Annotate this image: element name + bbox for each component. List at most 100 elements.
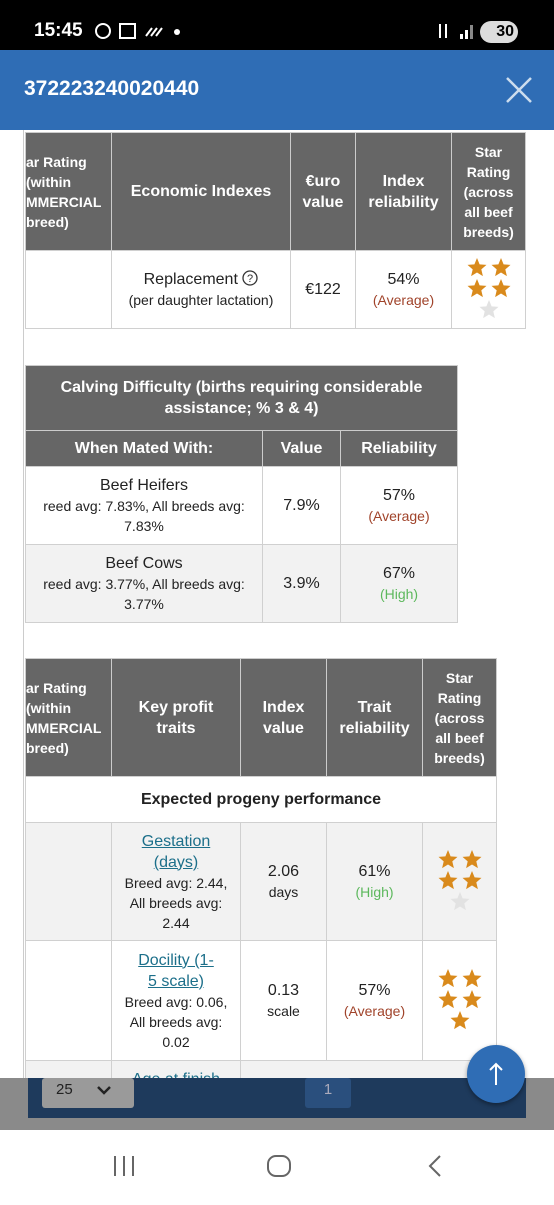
cell: 61% (High) [326,822,423,941]
index-value: 2.06 [267,863,300,880]
header-cell: Star Rating (across all beef breeds) [451,132,526,251]
chevron [97,1086,111,1095]
star-filled [491,257,510,276]
reliability: 67% [382,565,416,582]
unit: scale [267,1003,300,1019]
cell: €122 [290,250,356,329]
reliability-label: (High) [379,586,419,602]
star-filled [438,870,457,889]
star-filled [438,968,457,987]
close-button[interactable] [505,76,533,104]
star-filled [467,278,486,297]
arrow-up [489,1062,503,1085]
header-cell: Index value [240,658,327,777]
header-cell: Economic Indexes [111,132,291,251]
scroll-top-button[interactable] [467,1045,525,1103]
cell: 57% (Average) [326,940,423,1061]
cell: 3.9% [262,544,341,623]
reliability: 54% [387,271,420,288]
page-size: 25 [56,1081,73,1098]
cell [25,940,112,1061]
star-filled [491,278,510,297]
header-cell: ar Rating (within MMERCIAL breed) [25,658,112,777]
pagination-bar: 25 1 [28,1078,526,1118]
header-cell: ar Rating (within MMERCIAL breed) [25,132,112,251]
cell [451,250,526,329]
cell: Replacement ? (per daughter lactation) [111,250,291,329]
title: 372223240020440 [24,77,200,100]
averages: Breed avg: 0.06, All breeds avg: 0.02 [124,993,228,1050]
star-empty [450,891,469,910]
index-name: Replacement [143,271,238,288]
help-icon[interactable]: ? [242,270,259,286]
cell [422,822,497,941]
star-empty [479,299,498,318]
trait-link[interactable]: Gestation (days) [141,832,211,871]
cell [25,822,112,941]
star-filled [438,989,457,1008]
unit: days [268,884,299,900]
star-filled [462,870,481,889]
nav-bar [0,1130,554,1200]
cell: 57% (Average) [340,466,458,545]
trait-link[interactable]: Docility (1-5 scale) [138,951,214,990]
star-rating [467,257,510,318]
value: 3.9% [283,575,320,592]
reliability-label: (Average) [368,508,430,524]
star-filled [462,849,481,868]
mated-with: Beef Heifers [99,477,189,494]
reliability: 61% [358,863,391,880]
svg-text:?: ? [247,273,253,285]
page-size-select[interactable]: 25 [42,1078,134,1108]
index-value: 0.13 [267,982,300,999]
cell [422,940,497,1061]
cell [25,250,112,329]
section-row: Expected progeny performance [25,776,497,823]
page-button[interactable]: 1 [305,1078,351,1108]
nav-icons [114,1155,441,1177]
star-rating [438,968,481,1029]
signal-icons [439,24,473,39]
star-filled [450,1010,469,1029]
header-cell: Reliability [340,430,458,467]
euro-value: €122 [305,281,341,298]
header: 372223240020440 [0,50,554,130]
reliability-label: (High) [355,884,394,900]
cell: Beef Cows reed avg: 3.77%, All breeds avg… [25,544,263,623]
content-edge [23,130,24,1080]
star-filled [438,849,457,868]
value: 7.9% [283,497,320,514]
header-cell: Key profit traits [111,658,241,777]
averages: reed avg: 3.77%, All breeds avg: 3.77% [43,576,245,612]
reliability: 57% [358,982,391,999]
cell: 54% (Average) [355,250,452,329]
reliability-label: (Average) [372,292,435,308]
index-row: Replacement ? [144,269,259,290]
table-title: Calving Difficulty (births requiring con… [25,365,458,431]
index-note: (per daughter lactation) [128,292,274,308]
cell: 67% (High) [340,544,458,623]
star-rating [438,849,481,910]
time: 15:45 [34,20,83,41]
mated-with: Beef Cows [105,555,183,572]
reliability-label: (Average) [343,1003,406,1019]
cell: Docility (1-5 scale) Breed avg: 0.06, All… [111,940,241,1061]
header-cell: Index reliability [355,132,452,251]
averages: reed avg: 7.83%, All breeds avg: 7.83% [43,498,245,534]
averages: Breed avg: 2.44, All breeds avg: 2.44 [124,874,228,931]
star-filled [467,257,486,276]
header-cell: €uro value [290,132,356,251]
header-cell: Trait reliability [326,658,423,777]
battery: 30 [480,21,518,43]
header-cell: Star Rating (across all beef breeds) [422,658,497,777]
star-filled [462,968,481,987]
star-filled [462,989,481,1008]
cell: 0.13 scale [240,940,327,1061]
cell: Gestation (days) Breed avg: 2.44, All bre… [111,822,241,941]
status-icons [95,23,180,39]
cell: Beef Heifers reed avg: 7.83%, All breeds … [25,466,263,545]
header-cell: Value [262,430,341,467]
cell: 2.06 days [240,822,327,941]
reliability: 57% [382,487,416,504]
